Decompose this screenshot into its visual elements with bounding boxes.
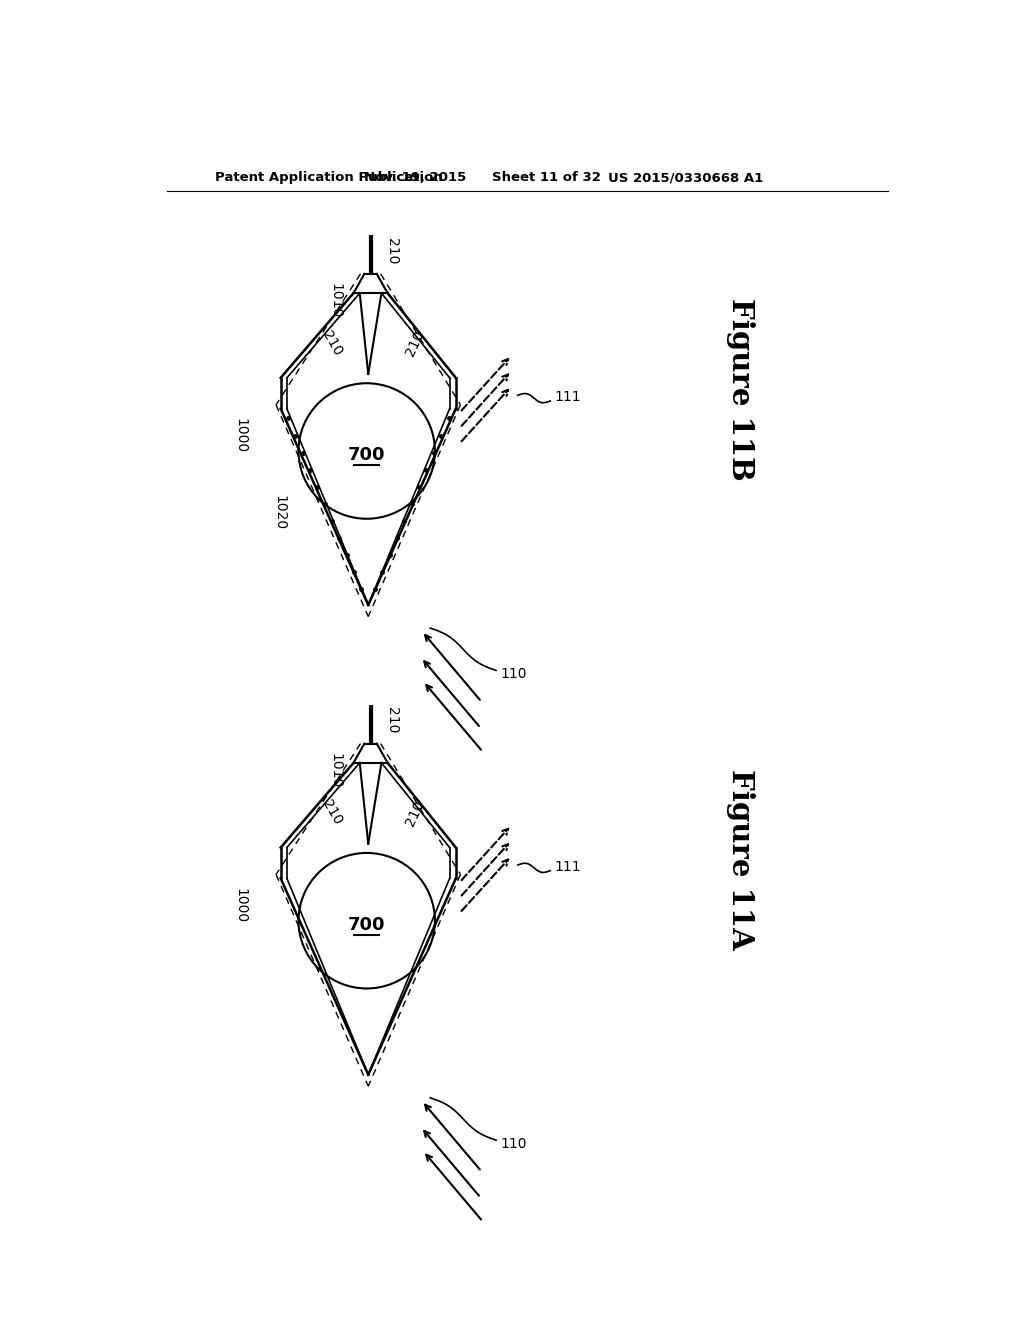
Text: Figure 11B: Figure 11B [726, 298, 755, 480]
Text: 210: 210 [385, 238, 398, 264]
Text: 210: 210 [385, 708, 398, 734]
Text: Patent Application Publication: Patent Application Publication [215, 172, 442, 185]
Text: 110: 110 [500, 668, 526, 681]
Text: 700: 700 [348, 446, 385, 463]
Text: 700: 700 [348, 916, 385, 933]
Text: Sheet 11 of 32: Sheet 11 of 32 [493, 172, 601, 185]
Text: 1000: 1000 [233, 888, 248, 923]
Text: 111: 111 [554, 391, 581, 404]
Text: 1000: 1000 [233, 418, 248, 453]
Text: 210: 210 [319, 799, 344, 828]
Text: 210: 210 [402, 799, 427, 828]
Text: US 2015/0330668 A1: US 2015/0330668 A1 [608, 172, 764, 185]
Text: Figure 11A: Figure 11A [726, 768, 755, 949]
Text: 1010: 1010 [329, 752, 343, 788]
Text: 210: 210 [402, 329, 427, 358]
Text: Nov. 19, 2015: Nov. 19, 2015 [364, 172, 466, 185]
Text: 1020: 1020 [272, 495, 286, 531]
Text: 110: 110 [500, 1137, 526, 1151]
Text: 1010: 1010 [329, 284, 343, 318]
Text: 111: 111 [554, 859, 581, 874]
Text: 210: 210 [319, 329, 344, 358]
